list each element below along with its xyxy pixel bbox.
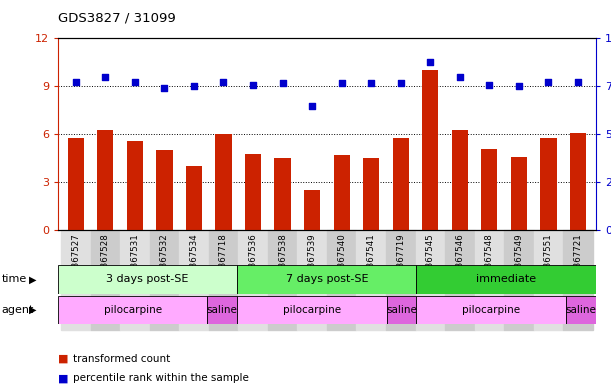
Bar — [563, 230, 593, 330]
Text: transformed count: transformed count — [73, 354, 170, 364]
Bar — [511, 157, 527, 230]
Bar — [475, 230, 504, 330]
Point — [189, 83, 199, 89]
Text: ■: ■ — [58, 354, 68, 364]
Bar — [304, 190, 320, 230]
Point — [425, 59, 435, 65]
Bar — [237, 265, 417, 294]
Bar — [209, 230, 238, 330]
Bar — [245, 154, 261, 230]
Point — [100, 74, 110, 80]
Bar — [386, 230, 415, 330]
Text: time: time — [2, 274, 27, 285]
Bar — [237, 296, 387, 324]
Bar — [481, 149, 497, 230]
Bar — [186, 166, 202, 230]
Bar — [417, 296, 566, 324]
Point — [248, 82, 258, 88]
Bar — [334, 155, 349, 230]
Bar — [415, 230, 445, 330]
Point — [219, 79, 229, 85]
Point — [544, 79, 554, 85]
Bar — [90, 230, 120, 330]
Text: ■: ■ — [58, 373, 68, 383]
Point — [485, 82, 494, 88]
Bar — [566, 296, 596, 324]
Bar — [422, 70, 439, 230]
Point — [159, 85, 169, 91]
Text: ▶: ▶ — [29, 274, 37, 285]
Bar — [393, 137, 409, 230]
Text: immediate: immediate — [476, 274, 536, 285]
Point — [367, 80, 376, 86]
Bar — [58, 296, 207, 324]
Text: 7 days post-SE: 7 days post-SE — [285, 274, 368, 285]
Text: GDS3827 / 31099: GDS3827 / 31099 — [58, 12, 176, 25]
Bar — [120, 230, 150, 330]
Bar — [570, 133, 586, 230]
Bar — [540, 137, 557, 230]
Bar — [363, 158, 379, 230]
Point — [455, 74, 465, 80]
Bar — [533, 230, 563, 330]
Point — [130, 79, 140, 85]
Point — [277, 80, 287, 86]
Bar — [274, 158, 291, 230]
Bar — [327, 230, 356, 330]
Bar — [387, 296, 417, 324]
Text: saline: saline — [386, 305, 417, 315]
Point — [573, 79, 583, 85]
Bar — [97, 129, 114, 230]
Text: saline: saline — [207, 305, 238, 315]
Bar — [298, 230, 327, 330]
Bar — [504, 230, 533, 330]
Bar — [61, 230, 90, 330]
Bar — [356, 230, 386, 330]
Bar — [238, 230, 268, 330]
Point — [307, 103, 317, 109]
Bar — [68, 137, 84, 230]
Bar — [445, 230, 475, 330]
Text: pilocarpine: pilocarpine — [104, 305, 162, 315]
Text: 3 days post-SE: 3 days post-SE — [106, 274, 189, 285]
Point — [514, 83, 524, 89]
Bar — [156, 151, 172, 230]
Bar — [268, 230, 298, 330]
Bar — [150, 230, 179, 330]
Text: pilocarpine: pilocarpine — [462, 305, 520, 315]
Bar — [126, 141, 143, 230]
Point — [337, 80, 346, 86]
Bar — [207, 296, 237, 324]
Point — [396, 80, 406, 86]
Bar — [215, 134, 232, 230]
Bar — [58, 265, 237, 294]
Text: agent: agent — [2, 305, 34, 315]
Text: pilocarpine: pilocarpine — [283, 305, 341, 315]
Text: percentile rank within the sample: percentile rank within the sample — [73, 373, 249, 383]
Text: ▶: ▶ — [29, 305, 37, 315]
Text: saline: saline — [565, 305, 596, 315]
Bar — [452, 129, 468, 230]
Point — [71, 79, 81, 85]
Bar — [417, 265, 596, 294]
Bar — [179, 230, 209, 330]
